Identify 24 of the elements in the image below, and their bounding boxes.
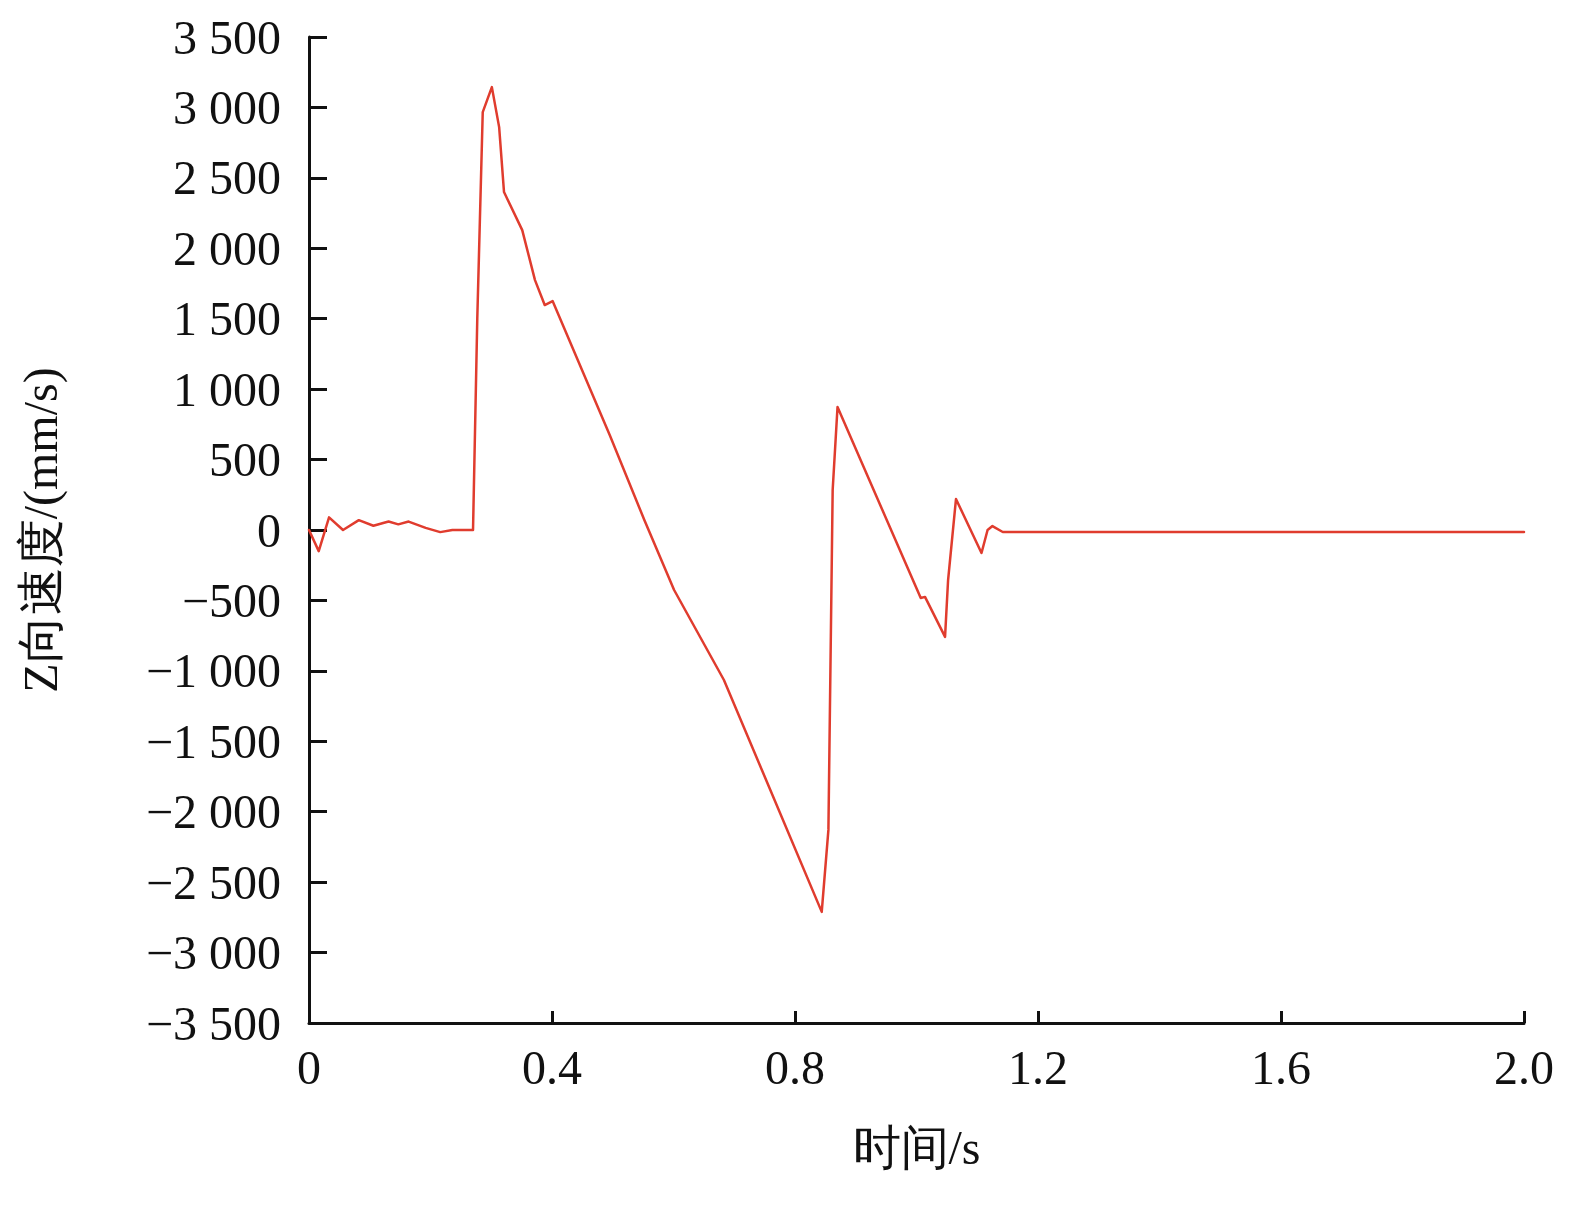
x-tick-label: 0 (297, 1040, 321, 1094)
y-tick-label: 1 500 (173, 292, 281, 346)
y-tick-label: 0 (257, 503, 281, 557)
x-tick-label: 1.2 (1008, 1040, 1068, 1094)
y-tick-label: 2 500 (173, 151, 281, 205)
x-tick-label: 2.0 (1494, 1040, 1554, 1094)
y-tick-label: −2 000 (145, 785, 281, 839)
y-tick-label: 3 000 (173, 80, 281, 134)
y-tick-label: 2 000 (173, 221, 281, 275)
y-tick-label: −3 000 (145, 926, 281, 980)
x-tick-label: 0.8 (765, 1040, 825, 1094)
x-tick-label: 1.6 (1251, 1040, 1311, 1094)
y-tick-label: −3 500 (145, 996, 281, 1050)
x-axis-title: 时间/s (852, 1120, 981, 1174)
y-tick-label: 3 500 (173, 10, 281, 64)
y-tick-label: 1 000 (173, 362, 281, 416)
y-tick-label: −1 500 (145, 714, 281, 768)
y-tick-label: −1 000 (145, 644, 281, 698)
y-axis-title: Z向速度/(mm/s) (13, 367, 68, 693)
y-tick-label: −500 (181, 573, 281, 627)
line-series (307, 85, 1526, 914)
y-tick-label: 500 (209, 433, 281, 487)
x-tick-label: 0.4 (522, 1040, 582, 1094)
y-tick-label: −2 500 (145, 855, 281, 909)
